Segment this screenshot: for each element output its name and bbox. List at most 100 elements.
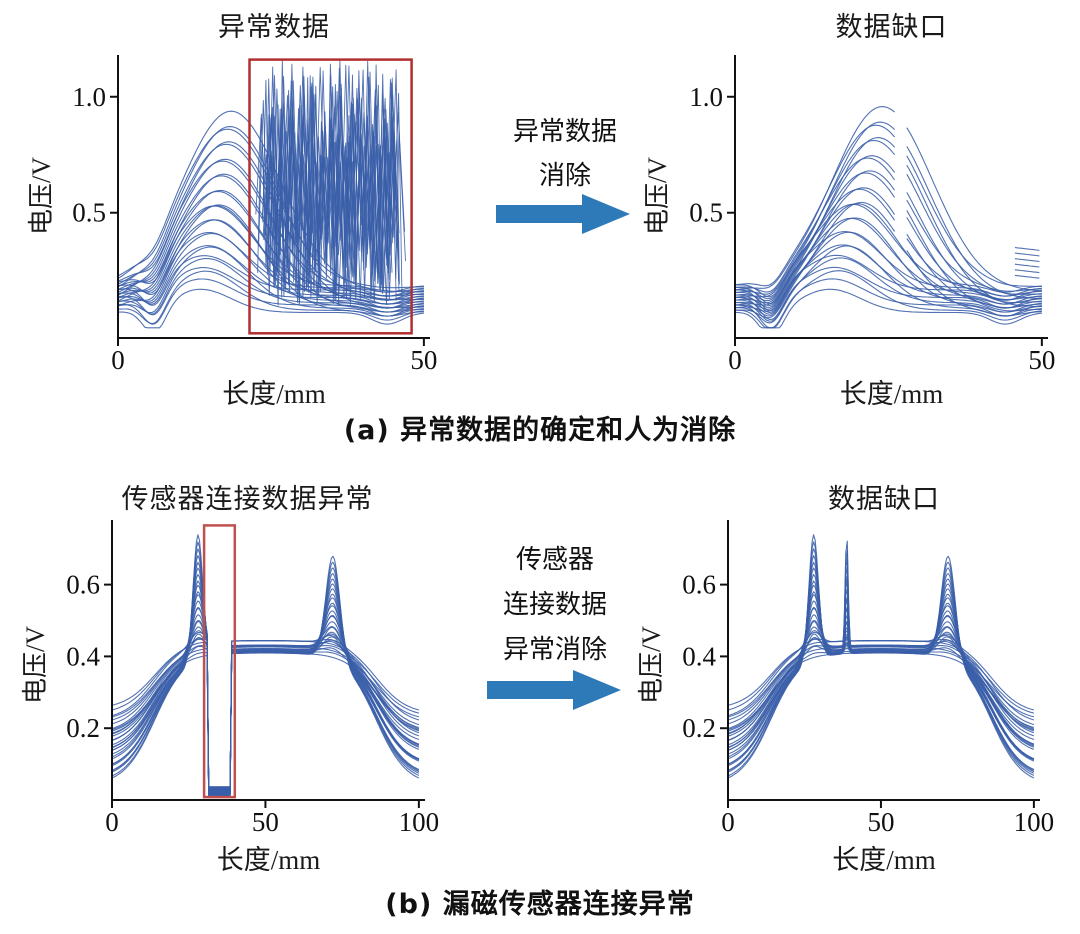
data-curve	[119, 231, 424, 297]
data-curve	[906, 146, 1042, 300]
y-tick-label: 0.4	[682, 641, 716, 671]
data-curve	[906, 199, 1042, 292]
curves-group	[729, 534, 1035, 779]
data-curve	[736, 217, 1042, 317]
panel-b-left-title: 传感器连接数据异常	[121, 484, 374, 515]
y-tick-label: 0.2	[682, 713, 716, 743]
data-curve	[729, 534, 1035, 779]
y-tick-label: 0.6	[682, 570, 716, 600]
panel-a-left-xlabel: 长度/mm	[222, 379, 326, 409]
data-curve	[119, 278, 424, 325]
axis-lines	[111, 520, 425, 801]
y-tick-label: 1.0	[72, 82, 106, 112]
data-curve	[119, 245, 424, 305]
caption-b: (b) 漏磁传感器连接异常	[385, 889, 695, 920]
data-curve	[119, 204, 424, 317]
x-tick-label: 0	[728, 345, 742, 375]
panel-b-right-title: 数据缺口	[828, 484, 940, 515]
data-curve	[736, 201, 896, 319]
data-curve	[1014, 263, 1040, 268]
data-curve	[729, 584, 1035, 760]
arrow-shape	[496, 194, 630, 234]
curves-group	[113, 534, 420, 797]
data-curve	[113, 584, 420, 790]
data-curve	[736, 137, 895, 306]
axis-lines	[727, 520, 1040, 801]
data-curve	[257, 66, 400, 306]
curves-group	[119, 59, 424, 329]
flow-arrow-b-icon	[487, 670, 621, 710]
data-curve	[1014, 258, 1040, 263]
data-curve	[113, 637, 420, 794]
data-curve	[729, 548, 1035, 774]
data-curve	[264, 86, 400, 299]
y-tick-label: 1.0	[689, 82, 723, 112]
data-curve	[906, 192, 1042, 304]
x-tick-label: 100	[1014, 807, 1055, 837]
data-curve	[1014, 269, 1040, 274]
data-curve	[113, 645, 420, 795]
x-tick-label: 50	[867, 807, 894, 837]
panel-b-left-plot: 0 50 100 0.2 0.4 0.6	[66, 520, 439, 837]
data-curve	[729, 573, 1035, 765]
data-curve	[906, 173, 1042, 295]
data-curve	[906, 250, 1042, 317]
data-curve	[736, 266, 1042, 320]
data-curve	[1014, 246, 1040, 251]
data-curve	[736, 170, 896, 312]
data-curve	[729, 594, 1035, 760]
data-curve	[119, 258, 424, 315]
data-curve	[1014, 252, 1040, 257]
y-tick-label: 0.2	[66, 713, 100, 743]
data-curve	[906, 164, 1042, 308]
data-curve	[1014, 274, 1040, 279]
data-curve	[113, 638, 420, 795]
data-curve	[119, 270, 424, 325]
data-curve	[736, 155, 896, 304]
arrow-shape	[487, 670, 621, 710]
data-curve	[736, 106, 895, 291]
data-curve	[113, 607, 420, 792]
anomaly-highlight-box	[248, 58, 413, 335]
arrow-a-label-line: 消除	[538, 161, 591, 191]
y-tick-label: 0.6	[66, 570, 100, 600]
data-curve	[906, 127, 1042, 292]
data-curve	[113, 567, 420, 789]
arrow-b-label-line: 连接数据	[502, 590, 607, 620]
data-curve	[906, 210, 1042, 312]
data-curve	[113, 638, 420, 795]
x-tick-label: 0	[111, 345, 125, 375]
panel-a-right-xlabel: 长度/mm	[839, 379, 944, 409]
data-curve	[113, 645, 420, 796]
data-curve	[736, 244, 1042, 314]
curves-group	[736, 106, 1042, 329]
data-curve	[729, 541, 1035, 777]
data-curve	[906, 217, 1042, 301]
data-curve	[119, 219, 424, 313]
data-curve	[119, 205, 424, 293]
y-tick-label: 0.4	[66, 641, 100, 671]
panel-a-right-title: 数据缺口	[835, 12, 948, 43]
panel-b-right-xlabel: 长度/mm	[832, 845, 936, 875]
arrow-a-label: 异常数据 消除	[470, 110, 660, 198]
data-curve	[906, 155, 1042, 288]
data-curve	[261, 69, 400, 295]
flow-arrow-a-icon	[496, 194, 630, 234]
arrow-b-label-line: 异常消除	[502, 635, 607, 665]
x-tick-label: 50	[410, 345, 437, 375]
data-curve	[729, 554, 1035, 773]
data-curve	[736, 203, 1042, 308]
data-curve	[113, 646, 420, 796]
panel-b-right-plot: 0 50 100 0.2 0.4 0.6	[682, 520, 1055, 837]
data-curve	[119, 288, 424, 329]
data-curve	[119, 246, 424, 317]
caption-a: (a) 异常数据的确定和人为消除	[343, 415, 737, 446]
data-curve	[113, 561, 420, 789]
data-curve	[119, 267, 424, 316]
x-tick-label: 0	[721, 807, 735, 837]
x-tick-label: 0	[105, 807, 119, 837]
data-curve	[113, 541, 420, 788]
panel-a-left-plot: 0 50 0.5 1.0	[72, 55, 437, 375]
y-tick-label: 0.5	[689, 198, 723, 228]
